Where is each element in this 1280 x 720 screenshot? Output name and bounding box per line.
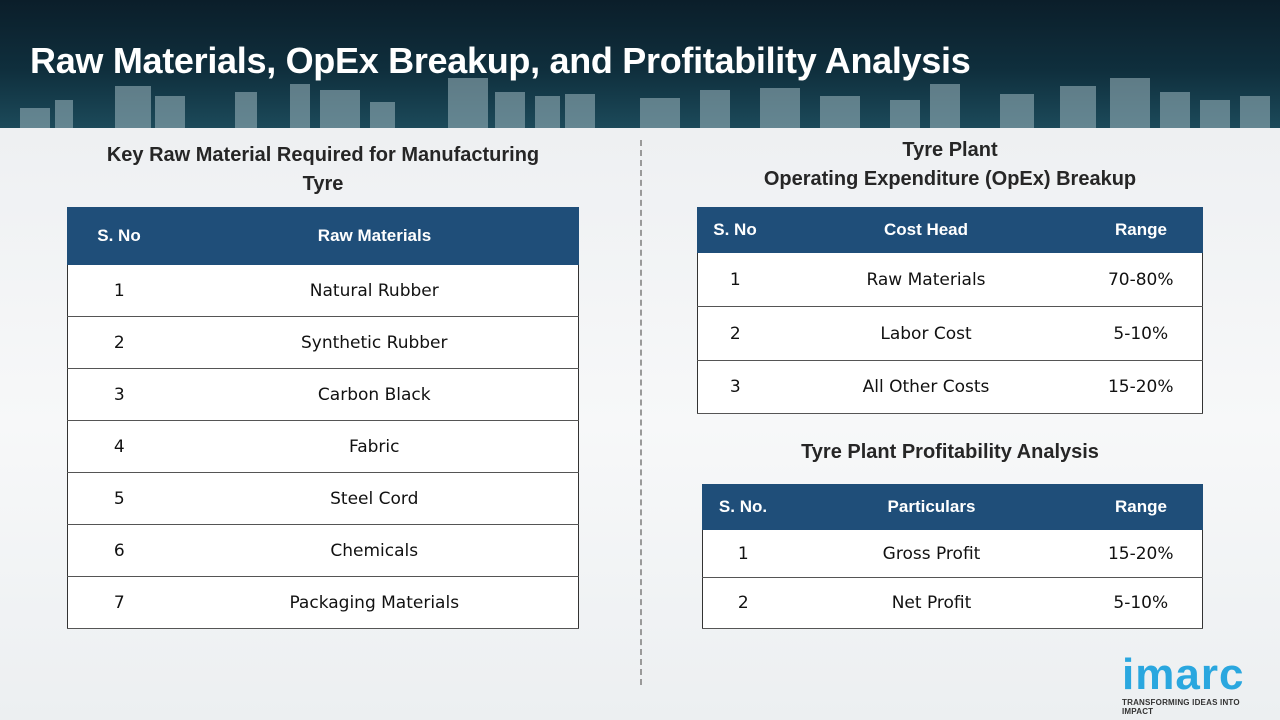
raw-materials-table: S. No Raw Materials 1 Natural Rubber 2 Syn… (67, 207, 579, 629)
raw-materials-title-line1: Key Raw Material Required for Manufactur… (106, 144, 540, 166)
table-header-row: S. No. Particulars Range (702, 484, 1203, 530)
cell-cost-head: Labor Cost (772, 306, 1080, 361)
table-row: 2 Labor Cost 5-10% (697, 306, 1203, 361)
cell-sno: 2 (67, 316, 171, 369)
cell-material: Carbon Black (170, 368, 579, 421)
page-title: Raw Materials, OpEx Breakup, and Profita… (30, 40, 971, 81)
table-row: 4 Fabric (67, 420, 579, 473)
table-row: 2 Net Profit 5-10% (702, 577, 1203, 629)
column-header: Range (1079, 484, 1203, 530)
table-row: 3 Carbon Black (67, 368, 579, 421)
opex-title-line2: Operating Expenditure (OpEx) Breakup (763, 168, 1137, 190)
table-row: 1 Gross Profit 15-20% (702, 529, 1203, 578)
cell-particular: Gross Profit (783, 529, 1080, 578)
cell-sno: 4 (67, 420, 171, 473)
cell-sno: 7 (67, 576, 171, 629)
table-row: 6 Chemicals (67, 524, 579, 577)
opex-title: Tyre Plant Operating Expenditure (OpEx) … (697, 136, 1203, 194)
cell-material: Chemicals (170, 524, 579, 577)
cell-material: Packaging Materials (170, 576, 579, 629)
logo-wordmark: imarc (1122, 650, 1245, 699)
cell-sno: 1 (67, 264, 171, 317)
cell-cost-head: Raw Materials (772, 252, 1080, 307)
column-header: S. No (697, 207, 773, 253)
city-skyline-graphic (20, 78, 1270, 128)
column-header: S. No. (702, 484, 784, 530)
profitability-title: Tyre Plant Profitability Analysis (801, 441, 1099, 463)
opex-title-line1: Tyre Plant (902, 139, 998, 161)
table-header-row: S. No Raw Materials (67, 207, 579, 265)
table-row: 1 Natural Rubber (67, 264, 579, 317)
cell-material: Synthetic Rubber (170, 316, 579, 369)
cell-range: 15-20% (1079, 360, 1203, 414)
cell-sno: 1 (702, 529, 784, 578)
table-row: 1 Raw Materials 70-80% (697, 252, 1203, 307)
cell-sno: 1 (697, 252, 773, 307)
cell-material: Steel Cord (170, 472, 579, 525)
profitability-table: S. No. Particulars Range 1 Gross Profit 15… (702, 484, 1203, 629)
cell-sno: 6 (67, 524, 171, 577)
column-header: S. No (67, 207, 171, 265)
imarc-logo: imarc TRANSFORMING IDEAS INTO IMPACT (1122, 652, 1272, 718)
logo-tagline: TRANSFORMING IDEAS INTO IMPACT (1122, 698, 1240, 716)
cell-sno: 3 (67, 368, 171, 421)
table-row: 3 All Other Costs 15-20% (697, 360, 1203, 414)
table-row: 2 Synthetic Rubber (67, 316, 579, 369)
section-divider (640, 140, 642, 685)
cell-sno: 5 (67, 472, 171, 525)
cell-material: Fabric (170, 420, 579, 473)
cell-range: 70-80% (1079, 252, 1203, 307)
opex-table: S. No Cost Head Range 1 Raw Materials 70-8… (697, 207, 1203, 414)
table-row: 5 Steel Cord (67, 472, 579, 525)
cell-particular: Net Profit (783, 577, 1080, 629)
cell-material: Natural Rubber (170, 264, 579, 317)
cell-sno: 3 (697, 360, 773, 414)
cell-cost-head: All Other Costs (772, 360, 1080, 414)
header-banner: Raw Materials, OpEx Breakup, and Profita… (0, 0, 1280, 128)
cell-sno: 2 (697, 306, 773, 361)
cell-sno: 2 (702, 577, 784, 629)
column-header: Cost Head (772, 207, 1080, 253)
column-header: Range (1079, 207, 1203, 253)
column-header: Particulars (783, 484, 1080, 530)
raw-materials-title: Key Raw Material Required for Manufactur… (68, 141, 578, 199)
column-header: Raw Materials (170, 207, 579, 265)
cell-range: 5-10% (1079, 577, 1203, 629)
table-header-row: S. No Cost Head Range (697, 207, 1203, 253)
cell-range: 5-10% (1079, 306, 1203, 361)
raw-materials-title-line2: Tyre (302, 173, 344, 195)
cell-range: 15-20% (1079, 529, 1203, 578)
table-row: 7 Packaging Materials (67, 576, 579, 629)
